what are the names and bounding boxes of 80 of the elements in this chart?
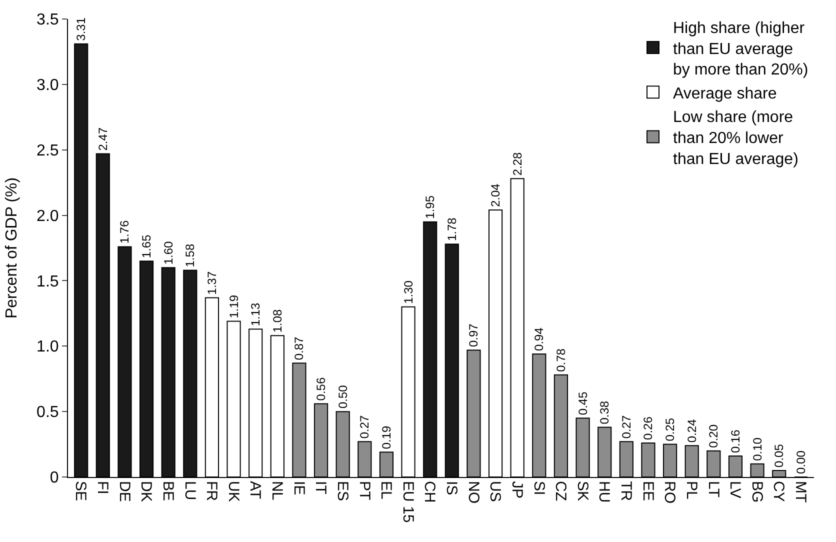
data-label: 1.37 (204, 271, 219, 295)
data-label: 0.27 (619, 414, 634, 439)
y-tick-label: 0 (50, 470, 59, 487)
x-tick-label: EE (639, 481, 656, 502)
x-tick-label: HU (596, 481, 613, 503)
x-tick-label: DE (116, 481, 133, 502)
data-label: 0.50 (336, 384, 350, 409)
data-label: 1.30 (401, 280, 416, 304)
data-label: 0.78 (554, 348, 568, 372)
y-tick-label: 1.0 (36, 338, 59, 356)
data-label: 0.00 (794, 450, 808, 474)
legend-label: Low share (more than 20% lower than EU average) (673, 109, 798, 168)
data-label: 1.65 (140, 234, 154, 258)
y-tick-label: 3.5 (36, 12, 59, 29)
data-label: 1.60 (161, 240, 176, 265)
x-tick-label: PT (356, 481, 373, 500)
data-label: 1.13 (248, 302, 263, 326)
x-tick-label: EU 15 (399, 481, 416, 523)
data-label: 0.25 (663, 418, 678, 442)
legend-label: High share (higher than EU average by more than 20%) (673, 20, 808, 79)
data-label: 1.78 (444, 217, 459, 242)
y-tick-label: 3.0 (36, 77, 59, 94)
data-label: 0.16 (728, 429, 742, 454)
data-label: 0.94 (532, 327, 546, 351)
data-label: 1.76 (118, 220, 132, 244)
data-label: 2.04 (488, 183, 503, 208)
data-label: 0.05 (772, 444, 786, 468)
x-tick-label: IS (443, 481, 460, 496)
data-label: 2.47 (96, 127, 110, 151)
data-label: 1.95 (423, 195, 438, 219)
x-tick-label: TR (618, 481, 635, 502)
x-tick-label: UK (224, 481, 242, 502)
data-label: 0.56 (314, 377, 328, 401)
x-tick-label: CH (421, 481, 438, 503)
x-tick-label: NO (464, 481, 482, 504)
data-label: 0.38 (598, 400, 612, 424)
x-tick-label: JP (508, 481, 526, 499)
legend-label: Average share (673, 85, 777, 102)
x-tick-label: IE (290, 481, 308, 496)
data-label: 0.27 (358, 414, 372, 439)
x-tick-label: CY (770, 481, 788, 502)
y-axis-title: Percent of GDP (%) (3, 177, 20, 319)
x-tick-label: AT (246, 481, 264, 500)
x-tick-label: LU (181, 481, 198, 500)
x-tick-label: SI (530, 481, 548, 496)
x-tick-label: US (486, 481, 504, 502)
x-tick-label: SK (574, 481, 591, 502)
x-tick-label: BE (159, 481, 176, 502)
data-label: 0.19 (379, 425, 394, 450)
data-label: 2.28 (510, 152, 524, 176)
x-tick-label: EL (378, 481, 395, 500)
y-tick-label: 1.5 (36, 273, 59, 290)
data-label: 0.20 (706, 424, 721, 448)
x-tick-label: BG (748, 481, 766, 503)
x-tick-label: FI (94, 481, 112, 494)
data-label: 0.97 (466, 323, 481, 348)
x-tick-label: LV (726, 481, 744, 498)
data-label: 0.87 (292, 336, 306, 360)
y-tick-label: 0.5 (36, 404, 59, 422)
data-label: 0.24 (684, 418, 699, 443)
data-label: 1.58 (183, 244, 198, 268)
x-tick-label: CZ (552, 481, 570, 501)
x-tick-label: IT (312, 481, 330, 494)
x-tick-label: LT (704, 481, 722, 498)
x-tick-label: MT (792, 481, 810, 503)
y-tick-label: 2.5 (36, 142, 59, 160)
data-label: 0.10 (750, 437, 764, 461)
x-tick-label: RO (661, 481, 678, 504)
x-tick-label: PL (682, 481, 700, 500)
data-label: 0.45 (576, 391, 590, 416)
x-tick-label: DK (138, 481, 155, 502)
data-label: 0.26 (641, 416, 656, 440)
data-label: 3.31 (74, 17, 88, 41)
data-label: 1.08 (270, 308, 284, 333)
x-tick-label: NL (268, 481, 286, 500)
x-tick-label: ES (334, 481, 351, 502)
x-tick-label: SE (72, 481, 90, 502)
y-tick-label: 2.0 (36, 208, 59, 225)
data-label: 1.19 (226, 294, 241, 318)
x-tick-label: FR (203, 481, 220, 502)
